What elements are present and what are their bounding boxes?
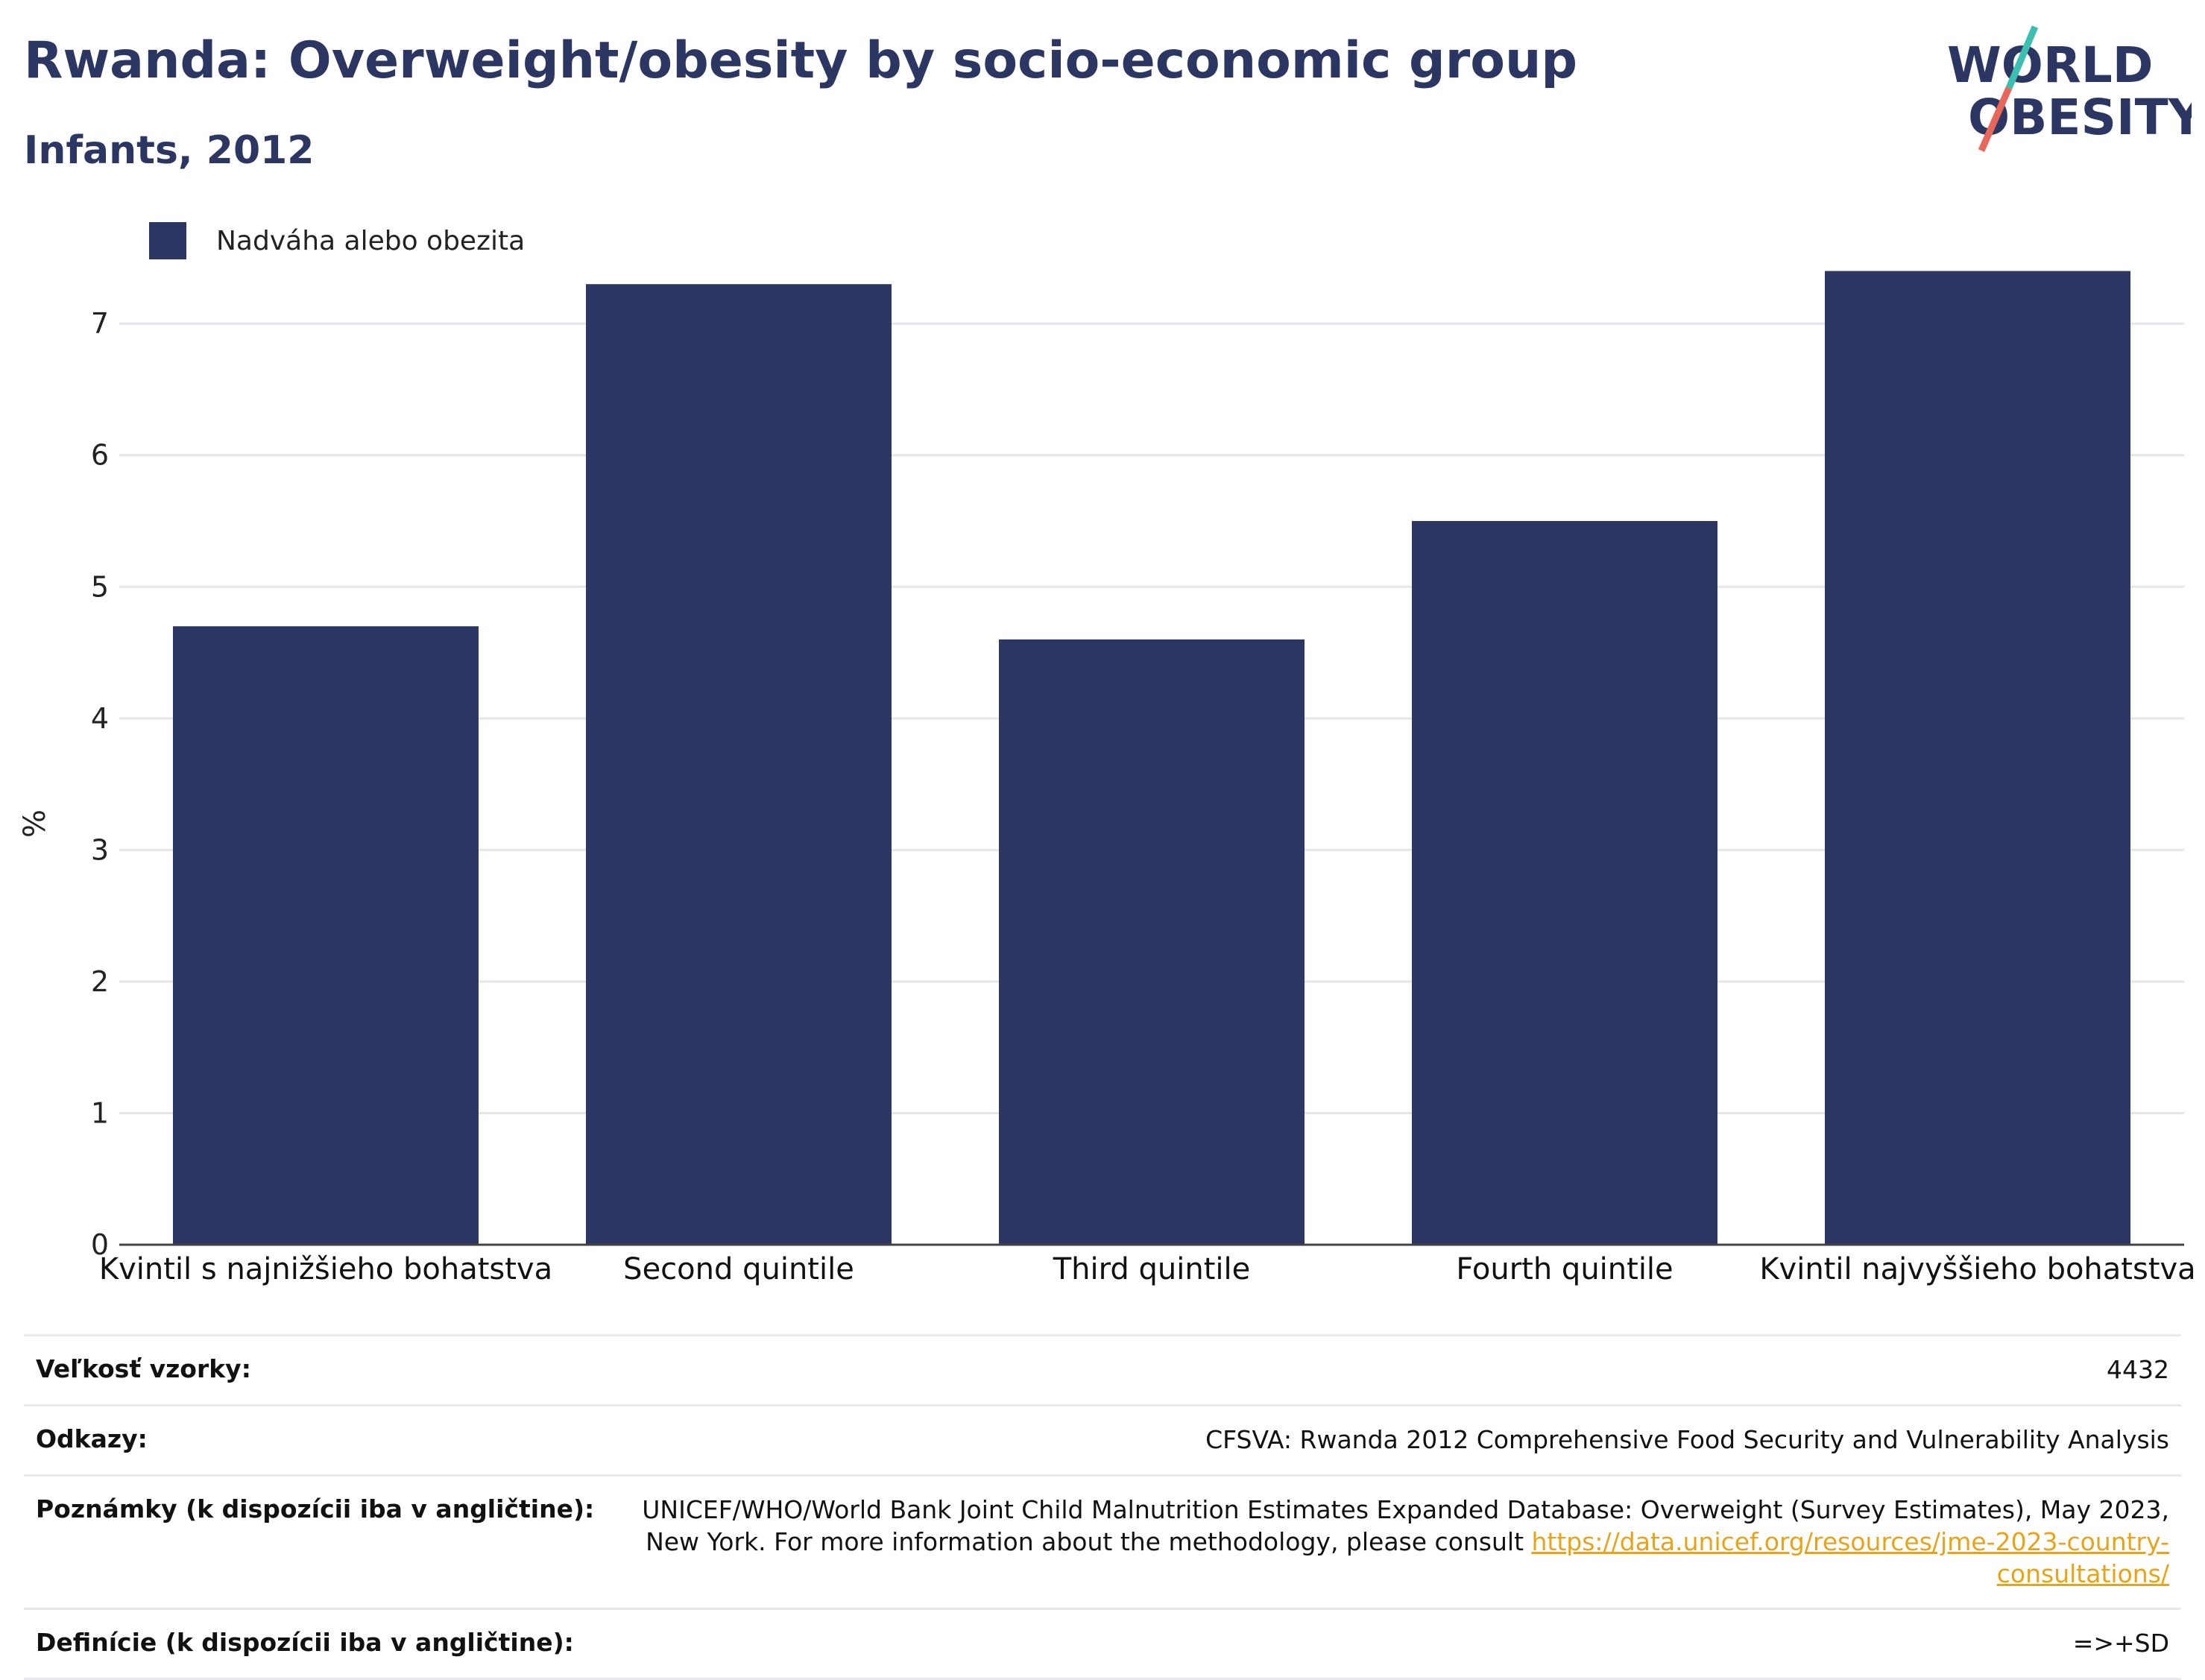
chart-title: Rwanda: Overweight/obesity by socio-econ… bbox=[24, 31, 1578, 90]
info-value-text: =>+SD bbox=[2072, 1629, 2169, 1658]
bar-chart: 0 1 2 3 4 5 6 7 Kvintil s najnižšieho bohatstva… bbox=[18, 271, 2196, 1286]
y-tick-label: 5 bbox=[91, 570, 109, 603]
y-tick-label: 6 bbox=[91, 439, 109, 472]
bar[interactable] bbox=[173, 626, 479, 1245]
logo-stroke-teal bbox=[2005, 25, 2039, 89]
methodology-link[interactable]: https://data.unicef.org/resources/jme-20… bbox=[1531, 1526, 2170, 1588]
info-row: Definície (k dispozícii iba v angličtine… bbox=[24, 1608, 2181, 1680]
info-row: Veľkosť vzorky: 4432 bbox=[24, 1334, 2181, 1404]
legend-label: Nadváha alebo obezita bbox=[216, 225, 526, 256]
info-value: 4432 bbox=[2107, 1354, 2169, 1386]
chart-subtitle: Infants, 2012 bbox=[24, 128, 315, 173]
logo-line1: WORLD bbox=[1947, 37, 2154, 94]
world-obesity-logo: WORLD OBESITY bbox=[1947, 25, 2192, 152]
y-tick-label: 7 bbox=[91, 307, 109, 340]
y-tick-label: 1 bbox=[91, 1096, 109, 1129]
info-value: CFSVA: Rwanda 2012 Comprehensive Food Se… bbox=[1205, 1424, 2169, 1456]
info-key: Odkazy: bbox=[36, 1424, 148, 1453]
legend: Nadváha alebo obezita bbox=[149, 222, 525, 259]
info-table: Veľkosť vzorky: 4432 Odkazy: CFSVA: Rwanda … bbox=[24, 1334, 2181, 1680]
info-key: Poznámky (k dispozícii iba v angličtine)… bbox=[36, 1494, 595, 1523]
info-value-text: 4432 bbox=[2107, 1355, 2169, 1384]
info-key: Definície (k dispozícii iba v angličtine… bbox=[36, 1628, 574, 1658]
info-value: UNICEF/WHO/World Bank Joint Child Malnut… bbox=[641, 1494, 2169, 1591]
info-value-text: UNICEF/WHO/World Bank Joint Child Malnut… bbox=[642, 1494, 2169, 1556]
y-tick-label: 4 bbox=[91, 702, 109, 735]
x-category-label: Fourth quintile bbox=[1456, 1252, 1673, 1286]
x-category-label: Third quintile bbox=[1053, 1252, 1250, 1286]
y-tick-label: 2 bbox=[91, 965, 109, 998]
y-tick-label: 0 bbox=[91, 1228, 109, 1261]
info-row: Odkazy: CFSVA: Rwanda 2012 Comprehensive … bbox=[24, 1403, 2181, 1474]
bar[interactable] bbox=[1825, 271, 2130, 1245]
info-value: =>+SD bbox=[2073, 1628, 2169, 1660]
info-value-text: CFSVA: Rwanda 2012 Comprehensive Food Se… bbox=[1205, 1424, 2169, 1454]
logo-stroke-coral bbox=[1978, 86, 2013, 152]
legend-swatch bbox=[149, 222, 186, 259]
x-category-label: Kvintil najvyššieho bohatstva bbox=[1759, 1252, 2195, 1286]
info-key: Veľkosť vzorky: bbox=[36, 1354, 251, 1383]
bar[interactable] bbox=[586, 284, 892, 1245]
y-tick-label: 3 bbox=[91, 833, 109, 866]
y-axis-label: % bbox=[18, 809, 52, 838]
bar[interactable] bbox=[1412, 521, 1717, 1245]
x-category-label: Kvintil s najnižšieho bohatstva bbox=[99, 1252, 552, 1286]
info-row: Poznámky (k dispozícii iba v angličtine)… bbox=[24, 1474, 2181, 1608]
bar[interactable] bbox=[999, 639, 1305, 1245]
x-category-label: Second quintile bbox=[623, 1252, 854, 1286]
